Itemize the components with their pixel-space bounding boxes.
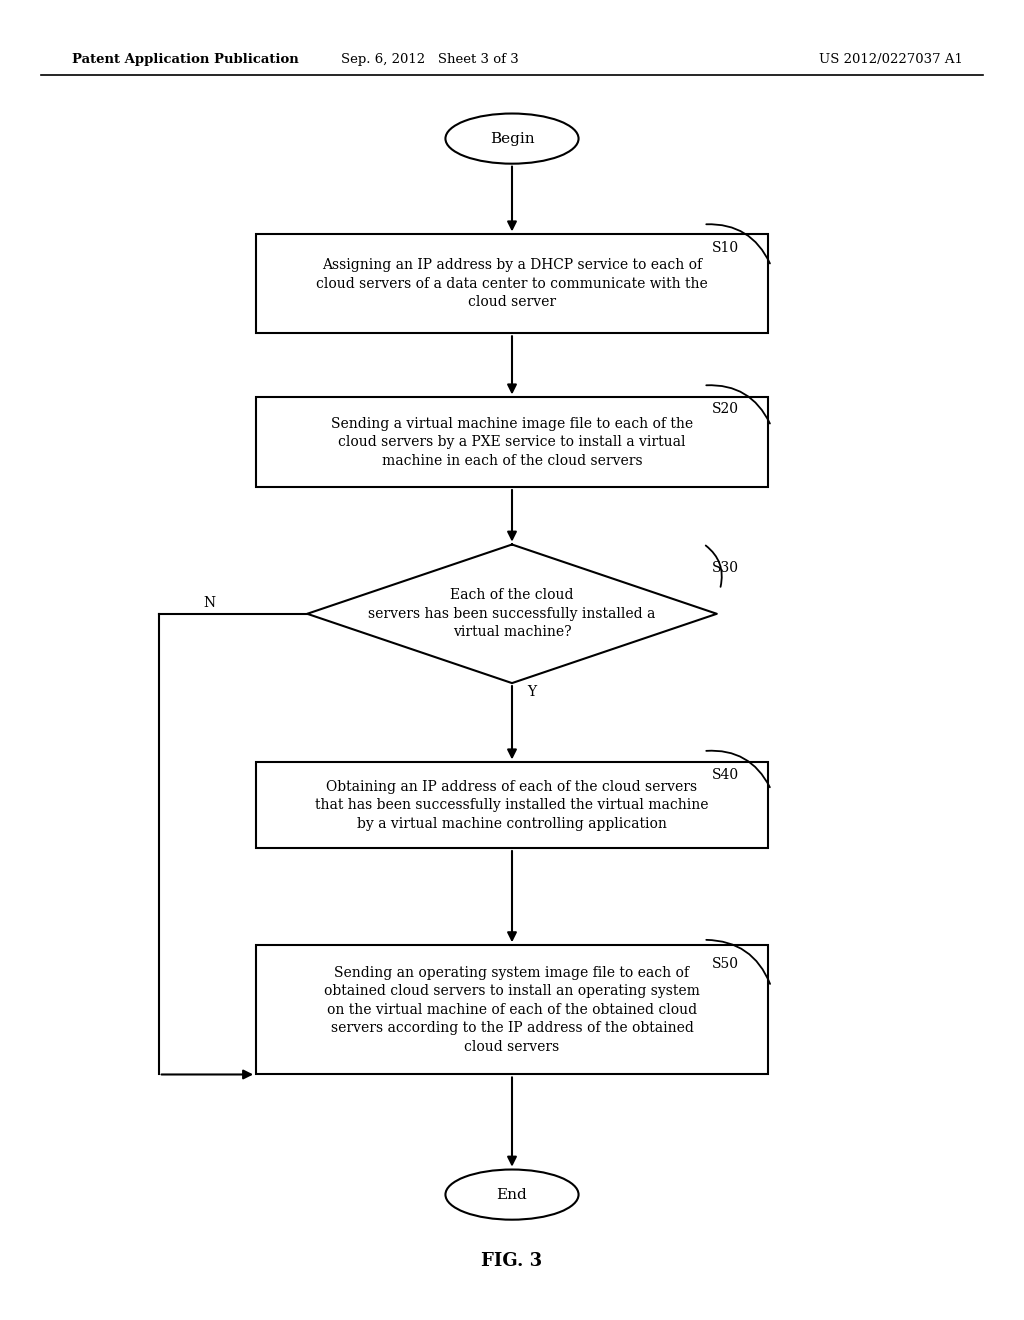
- Text: Y: Y: [527, 685, 537, 698]
- Text: N: N: [203, 597, 215, 610]
- Text: Patent Application Publication: Patent Application Publication: [72, 53, 298, 66]
- Polygon shape: [307, 544, 717, 682]
- FancyBboxPatch shape: [256, 397, 768, 487]
- Ellipse shape: [445, 114, 579, 164]
- Text: S10: S10: [712, 242, 738, 255]
- Text: S30: S30: [712, 561, 738, 574]
- Text: FIG. 3: FIG. 3: [481, 1251, 543, 1270]
- Text: S40: S40: [712, 768, 738, 781]
- Text: Assigning an IP address by a DHCP service to each of
cloud servers of a data cen: Assigning an IP address by a DHCP servic…: [316, 259, 708, 309]
- Text: Each of the cloud
servers has been successfully installed a
virtual machine?: Each of the cloud servers has been succe…: [369, 589, 655, 639]
- Text: Sending a virtual machine image file to each of the
cloud servers by a PXE servi: Sending a virtual machine image file to …: [331, 417, 693, 467]
- Ellipse shape: [445, 1170, 579, 1220]
- FancyBboxPatch shape: [256, 945, 768, 1074]
- Text: US 2012/0227037 A1: US 2012/0227037 A1: [819, 53, 963, 66]
- Text: S50: S50: [712, 957, 738, 970]
- Text: Obtaining an IP address of each of the cloud servers
that has been successfully : Obtaining an IP address of each of the c…: [315, 780, 709, 830]
- Text: End: End: [497, 1188, 527, 1201]
- Text: S20: S20: [712, 403, 738, 416]
- FancyBboxPatch shape: [256, 235, 768, 333]
- Text: Sep. 6, 2012   Sheet 3 of 3: Sep. 6, 2012 Sheet 3 of 3: [341, 53, 519, 66]
- Text: Begin: Begin: [489, 132, 535, 145]
- FancyBboxPatch shape: [256, 762, 768, 847]
- Text: Sending an operating system image file to each of
obtained cloud servers to inst: Sending an operating system image file t…: [324, 966, 700, 1053]
